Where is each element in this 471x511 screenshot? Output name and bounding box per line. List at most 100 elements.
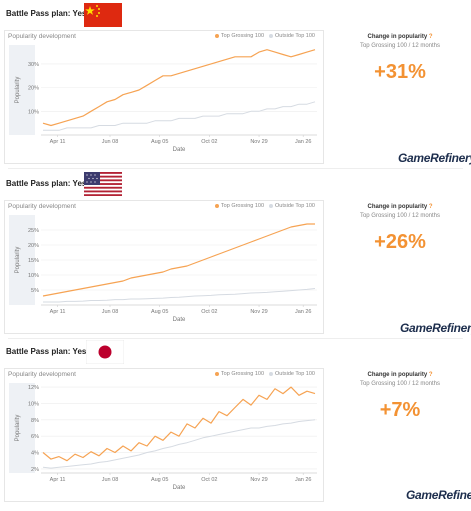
chart-legend: Top Grossing 100 Outside Top 100 — [210, 203, 315, 209]
y-axis-band — [9, 215, 35, 305]
chart-legend: Top Grossing 100 Outside Top 100 — [210, 371, 315, 377]
legend-dot-outside — [269, 33, 274, 38]
series-top-grossing — [42, 223, 315, 297]
chart-title: Popularity development — [8, 33, 76, 40]
y-tick-label: 15% — [28, 258, 39, 264]
y-axis-band — [9, 45, 35, 135]
change-value: +7% — [379, 399, 421, 421]
y-axis-title: Popularity — [15, 415, 21, 442]
series-outside-top — [42, 419, 316, 469]
section-divider — [8, 168, 463, 169]
y-tick-label: 4% — [31, 451, 39, 457]
y-tick-label: 8% — [31, 418, 39, 424]
x-tick-label: Oct 02 — [201, 477, 217, 483]
x-tick-label: Aug 05 — [151, 309, 168, 315]
x-tick-label: Aug 05 — [151, 477, 168, 483]
y-axis-title: Popularity — [15, 247, 21, 274]
chart-legend: Top Grossing 100 Outside Top 100 — [210, 33, 315, 39]
japan-flag-icon — [85, 339, 125, 365]
change-title: Change in popularity ? — [330, 34, 470, 40]
chart-plot: 5% 10% 15% 20% 25% Apr 11 Jun 08 Aug 05 Oct 02 No… — [9, 215, 317, 323]
x-tick-label: Jan 26 — [295, 309, 312, 315]
x-tick-label: Apr 11 — [50, 139, 66, 145]
section-divider — [8, 338, 463, 339]
x-tick-label: Aug 05 — [151, 139, 168, 145]
x-tick-label: Jan 26 — [295, 139, 312, 145]
market-section-japan: Battle Pass plan: Yes Popularity develop… — [0, 339, 471, 510]
legend-label-top: Top Grossing 100 — [220, 33, 265, 39]
help-icon[interactable]: ? — [428, 204, 433, 210]
legend-dot-outside — [269, 203, 274, 208]
legend-label-top: Top Grossing 100 — [220, 371, 265, 377]
x-tick-label: Jun 08 — [102, 139, 119, 145]
chart-plot: 10% 20% 30% Apr 11 Jun 08 Aug 05 Oct 02 Nov 29 J… — [9, 45, 317, 153]
popularity-chart-china: Popularity development Top Grossing 100 O… — [4, 30, 324, 164]
change-value: +26% — [374, 231, 426, 253]
change-panel: Change in popularity ? Top Grossing 100 … — [330, 34, 470, 84]
x-tick-label: Apr 11 — [50, 477, 66, 483]
change-subtitle: Top Grossing 100 / 12 months — [359, 43, 441, 49]
y-tick-label: 10% — [28, 401, 39, 407]
series-outside-top — [43, 288, 316, 303]
legend-dot-top — [214, 203, 219, 208]
series-top-grossing — [42, 386, 316, 462]
legend-dot-top — [214, 33, 219, 38]
y-tick-label: 30% — [28, 62, 39, 68]
brand-logo: GameRefinery — [398, 151, 471, 165]
y-tick-label: 10% — [28, 109, 39, 115]
help-icon[interactable]: ? — [428, 372, 433, 378]
popularity-chart-japan: Popularity development Top Grossing 100 O… — [4, 368, 324, 502]
y-tick-label: 5% — [31, 288, 39, 294]
x-tick-label: Jan 26 — [295, 477, 312, 483]
china-flag-icon — [84, 3, 122, 27]
change-title-text: Change in popularity — [367, 372, 428, 378]
y-tick-label: 20% — [28, 86, 39, 92]
legend-label-top: Top Grossing 100 — [220, 203, 265, 209]
change-subtitle: Top Grossing 100 / 12 months — [359, 213, 441, 219]
y-axis-title: Popularity — [15, 77, 21, 104]
legend-dot-outside — [269, 371, 274, 376]
x-tick-label: Jun 08 — [102, 309, 119, 315]
change-title-text: Change in popularity — [367, 34, 428, 40]
y-axis-band — [9, 383, 35, 473]
series-top-grossing — [42, 49, 316, 127]
y-tick-label: 12% — [28, 385, 39, 391]
legend-label-outside: Outside Top 100 — [275, 371, 315, 377]
change-subtitle: Top Grossing 100 / 12 months — [359, 381, 441, 387]
legend-dot-top — [214, 371, 219, 376]
change-title: Change in popularity ? — [330, 204, 470, 210]
x-tick-label: Apr 11 — [50, 309, 66, 315]
y-tick-label: 10% — [28, 273, 39, 279]
x-tick-label: Nov 29 — [250, 477, 267, 483]
series-outside-top — [43, 101, 316, 131]
usa-flag-icon — [84, 172, 122, 196]
change-title: Change in popularity ? — [330, 372, 470, 378]
legend-label-outside: Outside Top 100 — [275, 203, 315, 209]
x-axis-title: Date — [173, 485, 186, 491]
market-section-china: Battle Pass plan: Yes Popularity develop… — [0, 0, 471, 170]
brand-logo: GameRefinery — [400, 321, 471, 335]
x-axis-title: Date — [173, 317, 186, 323]
change-title-text: Change in popularity — [367, 204, 428, 210]
change-value: +31% — [374, 61, 426, 83]
x-tick-label: Nov 29 — [250, 309, 267, 315]
chart-title: Popularity development — [8, 203, 76, 210]
chart-title: Popularity development — [8, 371, 76, 378]
legend-label-outside: Outside Top 100 — [275, 33, 315, 39]
y-tick-label: 20% — [28, 243, 39, 249]
y-tick-label: 2% — [31, 467, 39, 473]
x-tick-label: Nov 29 — [250, 139, 267, 145]
battle-pass-label: Battle Pass plan: Yes — [6, 179, 87, 188]
brand-logo: GameRefinery — [406, 488, 471, 502]
x-tick-label: Jun 08 — [102, 477, 119, 483]
y-tick-label: 6% — [31, 434, 39, 440]
x-axis-title: Date — [173, 147, 186, 153]
y-tick-label: 25% — [28, 228, 39, 234]
x-tick-label: Oct 02 — [201, 139, 217, 145]
popularity-chart-usa: Popularity development Top Grossing 100 O… — [4, 200, 324, 334]
chart-plot: 2% 4% 6% 8% 10% 12% Apr 11 Jun 08 Aug 05 Oct 02 No… — [9, 383, 317, 491]
battle-pass-label: Battle Pass plan: Yes — [6, 9, 87, 18]
help-icon[interactable]: ? — [428, 34, 433, 40]
change-panel: Change in popularity ? Top Grossing 100 … — [330, 372, 470, 422]
battle-pass-label: Battle Pass plan: Yes — [6, 347, 87, 356]
